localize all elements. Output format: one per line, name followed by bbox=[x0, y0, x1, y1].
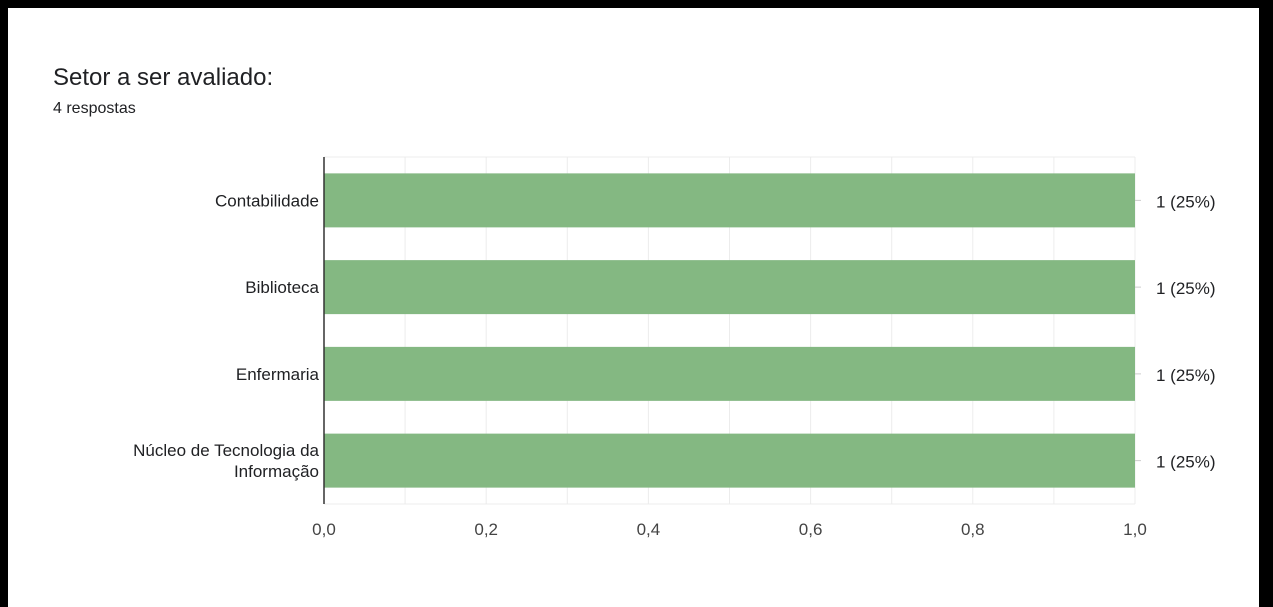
bar bbox=[324, 260, 1135, 315]
category-label: Núcleo de Tecnologia da Informação bbox=[133, 441, 319, 481]
bar bbox=[324, 433, 1135, 488]
x-tick-label: 0,6 bbox=[799, 520, 823, 539]
chart-card: Setor a ser avaliado: 4 respostas 1 (25%… bbox=[8, 8, 1259, 607]
question-title: Setor a ser avaliado: bbox=[53, 64, 274, 91]
x-tick-label: 0,8 bbox=[961, 520, 985, 539]
data-label: 1 (25%) bbox=[1156, 279, 1216, 298]
category-label: Enfermaria bbox=[236, 365, 320, 384]
bar-chart: 1 (25%) 1 (25%) 1 (25%) 1 (25%) Contabilidad… bbox=[133, 156, 1216, 539]
data-label: 1 (25%) bbox=[1156, 366, 1216, 385]
data-label: 1 (25%) bbox=[1156, 192, 1216, 211]
x-tick-label: 0,2 bbox=[474, 520, 498, 539]
data-label: 1 (25%) bbox=[1156, 453, 1216, 472]
x-tick-label: 0,4 bbox=[637, 520, 661, 539]
x-tick-label: 1,0 bbox=[1123, 520, 1147, 539]
response-count: 4 respostas bbox=[53, 100, 136, 117]
category-label: Contabilidade bbox=[215, 191, 319, 210]
x-tick-label: 0,0 bbox=[312, 520, 336, 539]
bar bbox=[324, 346, 1135, 401]
category-label: Biblioteca bbox=[245, 278, 319, 297]
bar bbox=[324, 173, 1135, 228]
